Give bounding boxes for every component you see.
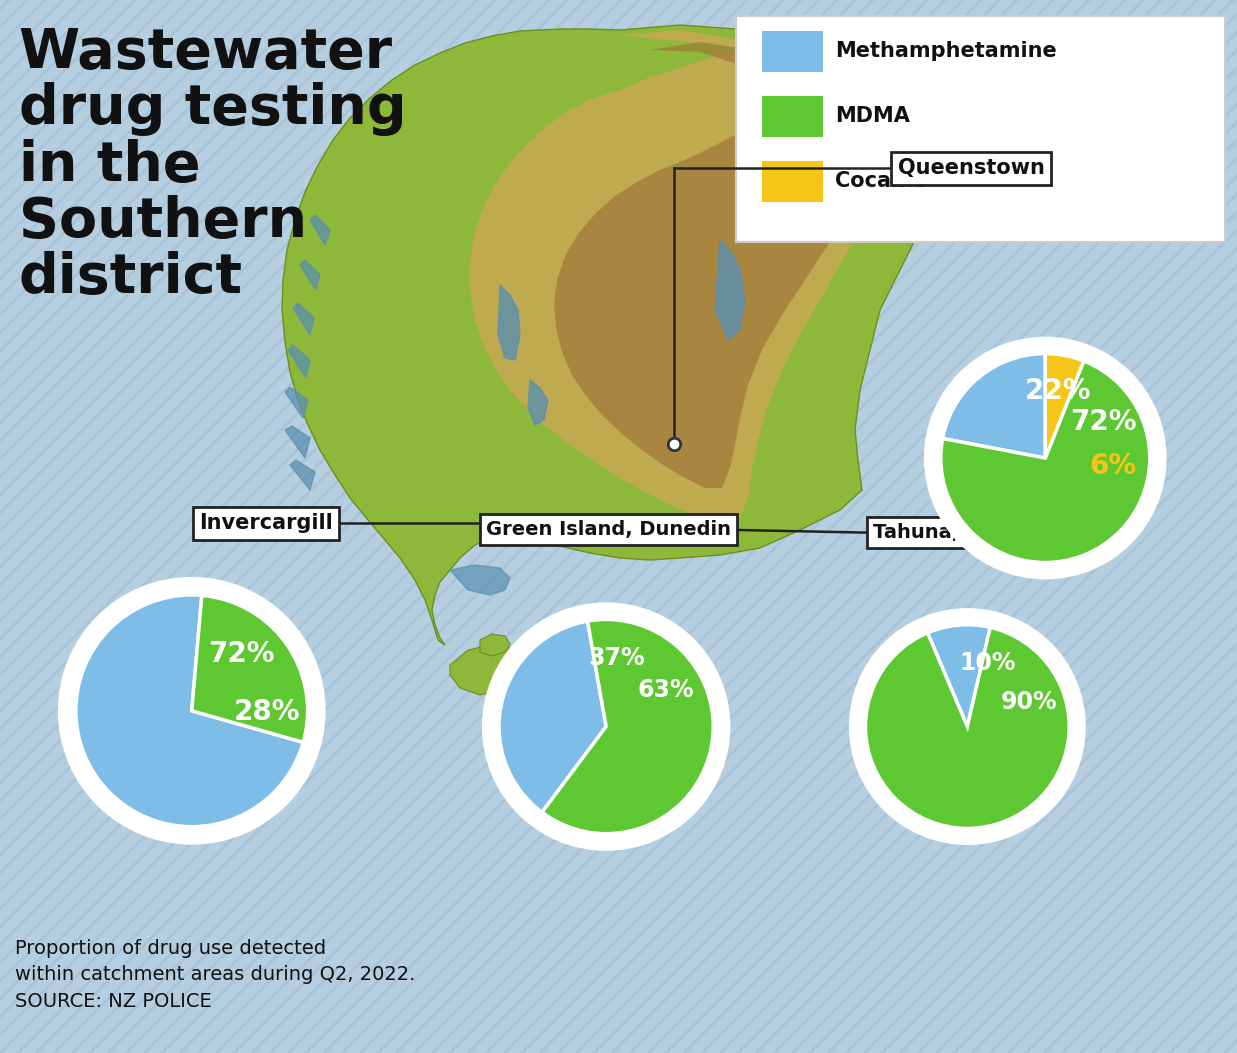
Polygon shape [288,345,310,378]
Polygon shape [289,460,315,490]
Text: Methamphetamine: Methamphetamine [835,41,1056,60]
Wedge shape [192,590,313,743]
Text: Invercargill: Invercargill [199,514,333,533]
Text: Proportion of drug use detected
within catchment areas during Q2, 2022.
SOURCE: : Proportion of drug use detected within c… [15,939,416,1011]
Wedge shape [938,349,1045,458]
Polygon shape [480,634,510,656]
Polygon shape [285,426,310,458]
Text: 72%: 72% [208,640,275,668]
Text: Cocaine: Cocaine [835,172,928,191]
Text: 10%: 10% [960,652,1016,675]
Wedge shape [860,622,1075,834]
Circle shape [482,603,730,850]
Polygon shape [528,380,548,425]
Circle shape [58,577,325,845]
Wedge shape [925,619,991,727]
Text: MDMA: MDMA [835,106,910,125]
Polygon shape [450,645,520,695]
Text: 90%: 90% [1001,690,1058,714]
Polygon shape [282,25,970,645]
Polygon shape [499,285,520,360]
Text: 63%: 63% [637,678,694,702]
FancyBboxPatch shape [736,16,1225,242]
Wedge shape [539,614,719,839]
Polygon shape [293,303,314,335]
FancyBboxPatch shape [762,31,823,72]
FancyBboxPatch shape [762,96,823,137]
Text: 28%: 28% [234,698,301,727]
Polygon shape [715,240,745,340]
Wedge shape [494,616,606,816]
Text: Queenstown: Queenstown [898,159,1044,178]
Circle shape [924,337,1166,579]
FancyBboxPatch shape [762,161,823,202]
Text: Wastewater
drug testing
in the
Southern
district: Wastewater drug testing in the Southern … [19,26,406,304]
Polygon shape [470,29,889,520]
Wedge shape [935,356,1155,568]
Polygon shape [301,260,320,290]
Wedge shape [71,590,308,832]
Polygon shape [285,388,308,418]
Circle shape [850,609,1085,845]
Text: 6%: 6% [1090,453,1137,480]
Polygon shape [450,565,510,595]
Polygon shape [310,215,330,245]
Text: 72%: 72% [1070,408,1137,436]
Wedge shape [1045,349,1086,458]
Text: 37%: 37% [588,645,644,670]
Polygon shape [554,42,862,488]
Text: Green Island, Dunedin: Green Island, Dunedin [486,520,731,539]
Text: 22%: 22% [1025,377,1091,405]
Text: Tahuna, Dunedin: Tahuna, Dunedin [872,523,1058,542]
